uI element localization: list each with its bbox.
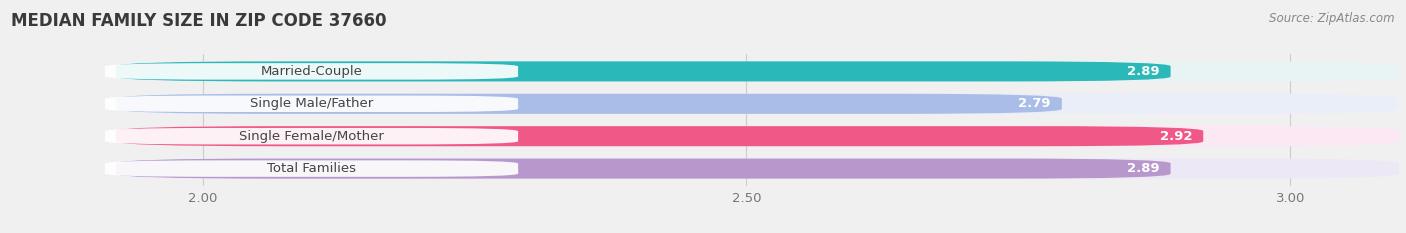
- Text: 2.89: 2.89: [1128, 162, 1160, 175]
- FancyBboxPatch shape: [105, 128, 519, 144]
- Text: Total Families: Total Families: [267, 162, 356, 175]
- FancyBboxPatch shape: [115, 94, 1062, 114]
- FancyBboxPatch shape: [105, 96, 519, 112]
- FancyBboxPatch shape: [105, 160, 519, 177]
- FancyBboxPatch shape: [115, 94, 1399, 114]
- Text: 2.92: 2.92: [1160, 130, 1192, 143]
- FancyBboxPatch shape: [115, 126, 1204, 146]
- FancyBboxPatch shape: [115, 61, 1171, 82]
- Text: MEDIAN FAMILY SIZE IN ZIP CODE 37660: MEDIAN FAMILY SIZE IN ZIP CODE 37660: [11, 12, 387, 30]
- FancyBboxPatch shape: [115, 158, 1171, 179]
- Text: Source: ZipAtlas.com: Source: ZipAtlas.com: [1270, 12, 1395, 25]
- FancyBboxPatch shape: [115, 158, 1399, 179]
- Text: Single Female/Mother: Single Female/Mother: [239, 130, 384, 143]
- Text: 2.79: 2.79: [1018, 97, 1050, 110]
- FancyBboxPatch shape: [115, 61, 1399, 82]
- Text: Married-Couple: Married-Couple: [260, 65, 363, 78]
- Text: 2.89: 2.89: [1128, 65, 1160, 78]
- FancyBboxPatch shape: [105, 63, 519, 80]
- FancyBboxPatch shape: [115, 126, 1399, 146]
- Text: Single Male/Father: Single Male/Father: [250, 97, 373, 110]
